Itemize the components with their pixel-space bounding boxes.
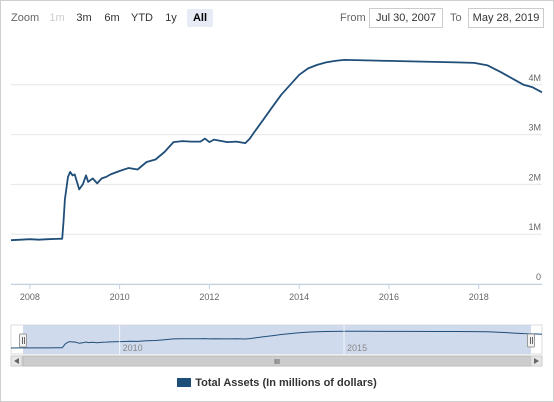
- y-tick-label: 3M: [528, 123, 541, 133]
- zoom-3m-button[interactable]: 3m: [76, 12, 92, 24]
- x-tick-label: 2010: [110, 292, 130, 302]
- x-tick-label: 2008: [20, 292, 40, 302]
- y-tick-label: 1M: [528, 222, 541, 232]
- navigator-label: 2010: [123, 343, 143, 353]
- navigator-selection: [23, 325, 531, 354]
- legend-label: Total Assets (In millions of dollars): [195, 377, 377, 389]
- zoom-ytd-button[interactable]: YTD: [131, 12, 153, 24]
- legend-swatch: [177, 377, 192, 387]
- navigator-series-line: [10, 330, 543, 349]
- zoom-1m-button[interactable]: 1m: [49, 12, 65, 24]
- navigator-label: 2015: [347, 343, 367, 353]
- zoom-label: Zoom: [11, 12, 40, 24]
- arrow-left-icon: [14, 358, 19, 364]
- zoom-all-button[interactable]: All: [187, 9, 213, 27]
- to-label: To: [450, 12, 462, 24]
- to-date-input[interactable]: May 28, 2019: [468, 8, 544, 28]
- from-date-input[interactable]: Jul 30, 2007: [369, 8, 443, 28]
- x-tick-label: 2014: [289, 292, 309, 302]
- x-tick-label: 2012: [199, 292, 219, 302]
- x-tick-label: 2016: [379, 292, 399, 302]
- series-line: [10, 59, 543, 242]
- arrow-right-icon: [534, 358, 539, 364]
- legend[interactable]: Total Assets (In millions of dollars): [1, 377, 553, 393]
- zoom-1y-button[interactable]: 1y: [165, 12, 177, 24]
- y-tick-label: 2M: [528, 172, 541, 182]
- scrollbar-grip: III: [274, 359, 280, 366]
- y-tick-label: 4M: [528, 73, 541, 83]
- y-tick-label: 0: [536, 272, 541, 282]
- range-selector: Zoom 1m 3m 6m YTD 1y All From Jul 30, 20…: [1, 7, 553, 29]
- zoom-6m-button[interactable]: 6m: [104, 12, 120, 24]
- x-tick-label: 2018: [469, 292, 489, 302]
- from-label: From: [340, 12, 366, 24]
